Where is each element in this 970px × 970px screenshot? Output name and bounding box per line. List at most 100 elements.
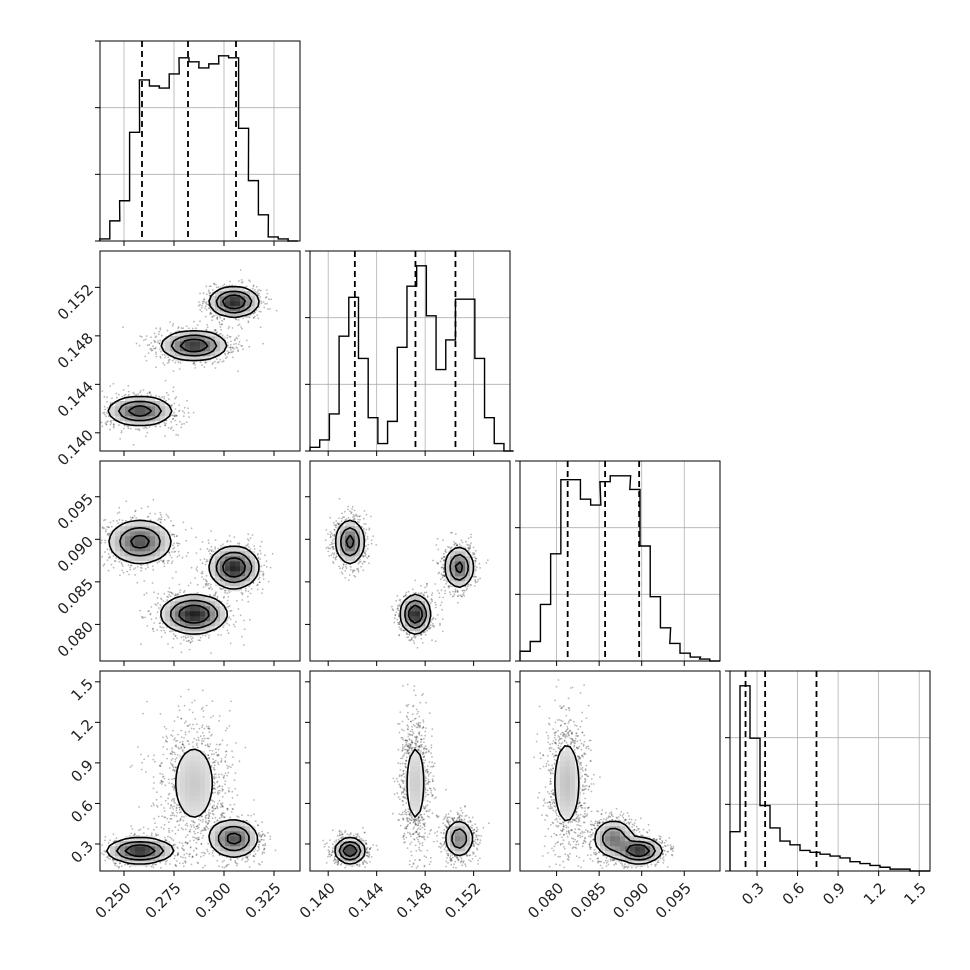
scatter-point — [142, 616, 145, 619]
scatter-point — [340, 837, 342, 840]
scatter-point — [184, 636, 187, 638]
scatter-point — [627, 865, 630, 868]
scatter-point — [164, 816, 167, 819]
scatter-point — [407, 733, 410, 735]
density-cell — [250, 306, 256, 312]
scatter-point — [228, 325, 231, 328]
scatter-point — [171, 750, 173, 752]
scatter-point — [142, 389, 145, 391]
scatter-point — [262, 574, 265, 577]
scatter-point — [146, 516, 149, 518]
scatter-body-2-0 — [100, 498, 274, 654]
scatter-point — [417, 827, 420, 829]
scatter-point — [425, 768, 428, 771]
scatter-point — [255, 291, 257, 293]
density-cell — [155, 416, 161, 422]
scatter-point — [420, 734, 423, 737]
scatter-point — [114, 862, 117, 865]
scatter-point — [212, 781, 215, 784]
density-cell — [240, 851, 246, 857]
scatter-point — [460, 860, 463, 863]
scatter-point — [107, 420, 109, 422]
density-cell — [220, 561, 226, 567]
scatter-point — [333, 524, 336, 526]
scatter-point — [418, 835, 421, 838]
scatter-point — [101, 852, 103, 855]
scatter-point — [440, 831, 443, 834]
scatter-point — [418, 846, 420, 849]
scatter-point — [426, 782, 428, 785]
density-cell — [180, 761, 186, 767]
scatter-point — [392, 777, 395, 780]
scatter-point — [423, 823, 425, 826]
scatter-point — [165, 839, 168, 842]
density-cell — [115, 851, 121, 857]
density-cell — [240, 551, 246, 557]
scatter-point — [132, 391, 135, 394]
scatter-point — [365, 861, 367, 863]
density-cell — [170, 611, 176, 617]
scatter-point — [110, 419, 113, 422]
scatter-point — [401, 749, 404, 752]
scatter-point — [183, 849, 186, 851]
scatter-point — [355, 568, 358, 570]
scatter-point — [473, 829, 476, 831]
scatter-point — [434, 788, 436, 791]
scatter-point — [409, 833, 412, 836]
density-cell — [155, 856, 161, 862]
scatter-point — [227, 617, 229, 620]
density-cell — [355, 526, 361, 532]
scatter-point — [130, 832, 133, 835]
scatter-point — [175, 809, 178, 812]
scatter-point — [671, 847, 673, 850]
scatter-point — [192, 839, 195, 842]
scatter-point — [213, 769, 216, 771]
scatter-point — [226, 807, 229, 810]
scatter-point — [214, 807, 217, 810]
scatter-point — [137, 393, 140, 395]
scatter-point — [196, 570, 199, 572]
density-cell — [190, 616, 196, 622]
scatter-point — [130, 825, 133, 827]
density-cell — [340, 541, 346, 547]
density-cell — [250, 571, 256, 577]
scatter-point — [133, 515, 136, 517]
scatter-point — [224, 792, 227, 795]
scatter-point — [474, 823, 476, 826]
scatter-point — [157, 833, 160, 836]
density-cell — [215, 566, 221, 572]
scatter-point — [539, 757, 542, 760]
density-cell — [155, 406, 161, 412]
scatter-point — [176, 803, 178, 806]
scatter-point — [172, 637, 175, 640]
density-cell — [240, 306, 246, 312]
scatter-point — [188, 743, 191, 745]
scatter-point — [195, 853, 198, 856]
scatter-point — [408, 814, 411, 816]
density-cell — [145, 546, 151, 552]
density-cell — [340, 851, 346, 857]
scatter-point — [205, 293, 208, 296]
scatter-point — [197, 304, 200, 307]
scatter-point — [552, 822, 555, 825]
scatter-point — [442, 843, 445, 846]
scatter-point — [188, 730, 191, 733]
scatter-point — [401, 799, 404, 802]
scatter-point — [420, 750, 422, 752]
scatter-point — [405, 756, 408, 759]
density-cell — [230, 551, 236, 557]
scatter-point — [465, 589, 468, 591]
scatter-point — [402, 629, 405, 631]
scatter-point — [592, 838, 595, 841]
density-cell — [415, 596, 421, 602]
scatter-point — [367, 555, 370, 558]
scatter-point — [429, 771, 432, 774]
density-cell — [405, 606, 411, 612]
hist-panel-2 — [515, 460, 721, 666]
scatter-point — [426, 583, 428, 585]
scatter-point — [473, 832, 476, 834]
scatter-point — [224, 591, 227, 594]
scatter-point — [160, 826, 163, 829]
scatter-point — [180, 717, 183, 720]
scatter-point — [248, 316, 251, 319]
